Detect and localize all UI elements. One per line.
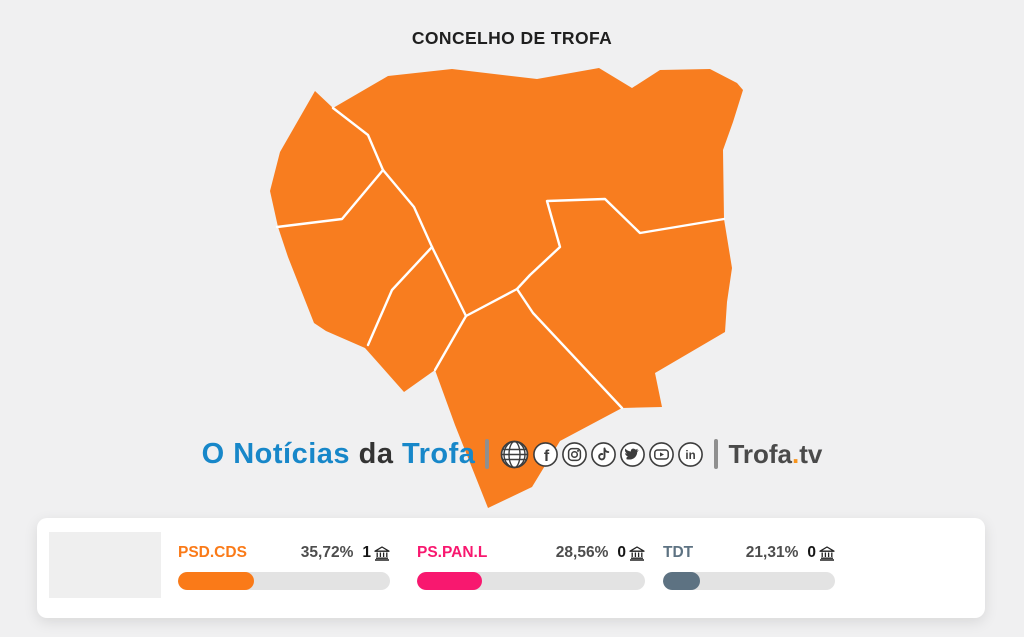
- tv-suffix: tv: [799, 438, 823, 469]
- result-bar-track: [417, 572, 645, 590]
- site-logo[interactable]: O Notícias da Trofa: [202, 438, 476, 471]
- result-bar-fill: [417, 572, 483, 590]
- seat-bank-icon: [819, 545, 835, 561]
- svg-text:in: in: [686, 450, 696, 462]
- trofa-tv-logo[interactable]: Trofa.tv: [728, 439, 822, 470]
- youtube-icon[interactable]: [648, 441, 675, 468]
- separator-bar: [714, 439, 719, 469]
- party-seats: 0: [617, 544, 626, 561]
- logo-part-3: Trofa: [402, 437, 476, 470]
- party-name: TDT: [663, 544, 694, 561]
- tv-name: Trofa: [728, 438, 793, 469]
- tiktok-icon[interactable]: [590, 441, 617, 468]
- social-icons: f: [499, 439, 704, 470]
- twitter-icon[interactable]: [619, 441, 646, 468]
- party-percent: 35,72%: [300, 544, 354, 561]
- seat-bank-icon: [629, 545, 645, 561]
- result-bar-track: [178, 572, 390, 590]
- instagram-icon[interactable]: [561, 441, 588, 468]
- seat-bank-icon: [374, 545, 390, 561]
- footer-brand-bar: O Notícias da Trofa f: [0, 430, 1024, 478]
- result-bar-track: [663, 572, 835, 590]
- result-bar-fill: [663, 572, 700, 590]
- party-seats: 1: [362, 544, 371, 561]
- logo-part-2: da: [358, 437, 394, 470]
- result-bar-fill: [178, 572, 254, 590]
- tv-dot: .: [792, 438, 800, 469]
- party-result-tdt: TDT 21,31% 0: [663, 544, 835, 594]
- party-name: PS.PAN.L: [417, 544, 488, 561]
- party-seats: 0: [807, 544, 816, 561]
- party-result-ps-pan-l: PS.PAN.L 28,56% 0: [417, 544, 645, 594]
- logo-part-1: O Notícias: [201, 437, 351, 470]
- website-globe-icon[interactable]: [499, 439, 530, 470]
- party-result-psd-cds: PSD.CDS 35,72% 1: [178, 544, 390, 594]
- party-percent: 28,56%: [555, 544, 609, 561]
- result-card-thumbnail: [49, 532, 161, 598]
- page-title: CONCELHO DE TROFA: [411, 28, 613, 48]
- results-card: PSD.CDS 35,72% 1 PS.PAN.: [37, 518, 985, 618]
- facebook-icon[interactable]: f: [532, 441, 559, 468]
- party-name: PSD.CDS: [178, 544, 247, 561]
- svg-text:f: f: [544, 448, 550, 465]
- party-percent: 21,31%: [745, 544, 799, 561]
- separator-bar: [485, 439, 490, 469]
- linkedin-icon[interactable]: in: [677, 441, 704, 468]
